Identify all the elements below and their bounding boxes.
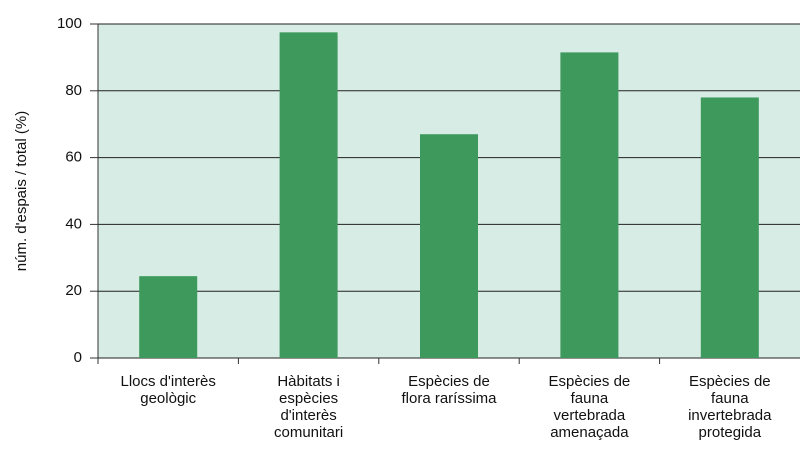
x-tick-label: Espècies de fauna invertebrada protegida (688, 373, 772, 441)
x-tick-label: Llocs d'interès geològic (120, 373, 215, 407)
bar (279, 32, 338, 358)
x-tick-label: Espècies de flora raríssima (401, 373, 497, 407)
y-tick-label: 40 (65, 215, 82, 232)
y-tick-label: 60 (65, 149, 82, 166)
y-tick-label: 0 (74, 349, 82, 366)
y-tick-label: 20 (65, 282, 82, 299)
bar (420, 134, 478, 358)
bar (139, 276, 198, 358)
x-tick-label: Hàbitats i espècies d'interès comunitari (274, 373, 343, 441)
bar (560, 52, 619, 358)
y-axis-label: núm. d'espais / total (%) (13, 111, 30, 271)
bar (700, 97, 759, 358)
y-tick-label: 100 (57, 15, 82, 32)
y-tick-label: 80 (65, 82, 82, 99)
x-tick-label: Espècies de fauna vertebrada amenaçada (549, 373, 631, 441)
